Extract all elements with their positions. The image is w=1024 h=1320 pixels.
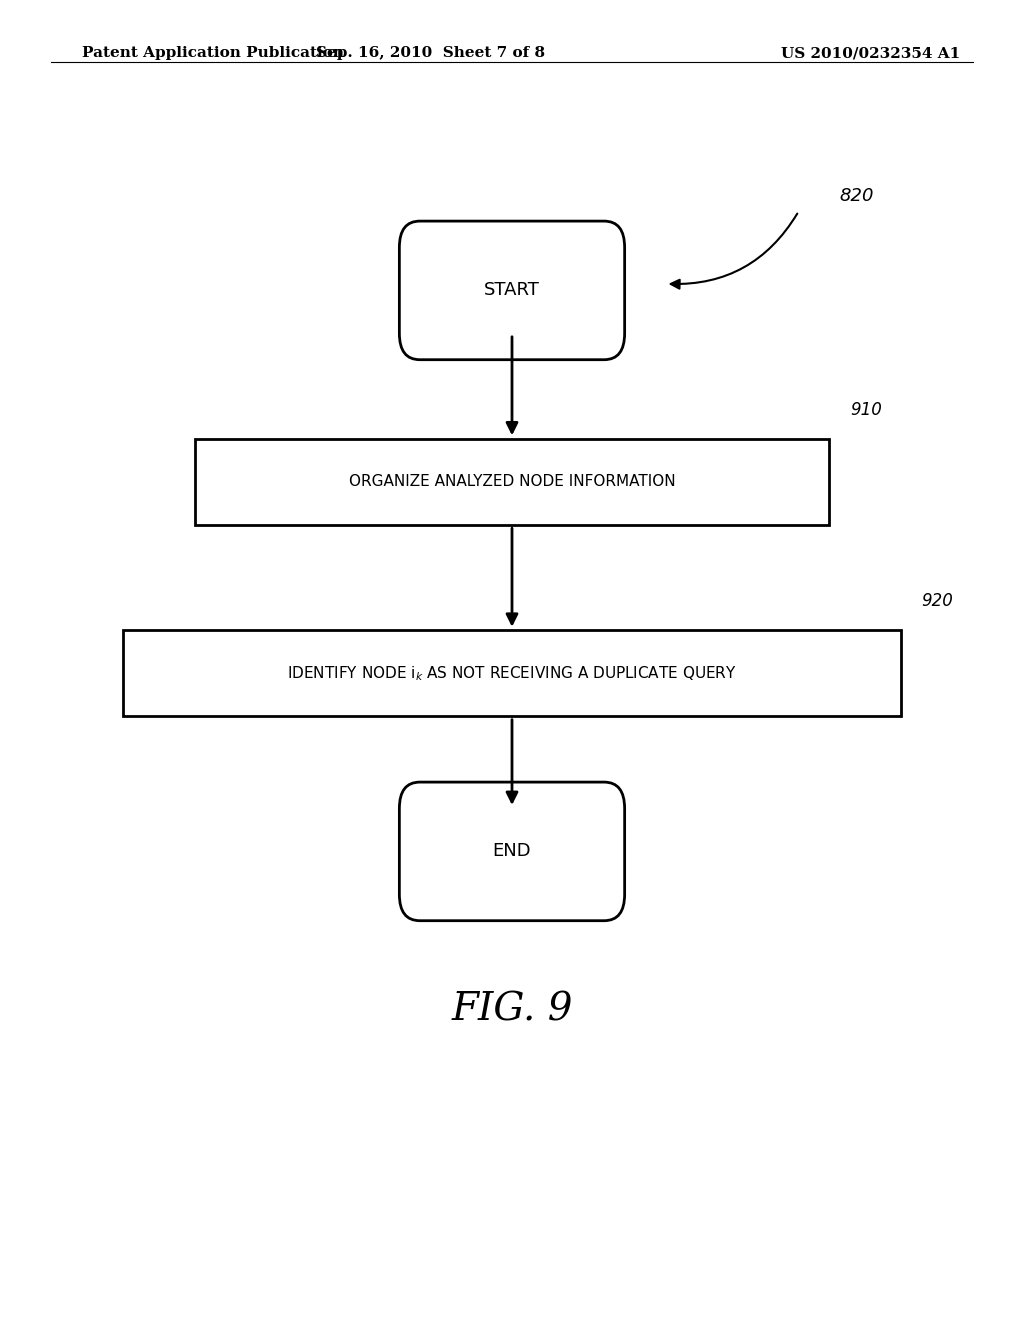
Text: 910: 910 xyxy=(850,401,882,420)
Text: END: END xyxy=(493,842,531,861)
Text: 820: 820 xyxy=(840,186,874,205)
Text: Patent Application Publication: Patent Application Publication xyxy=(82,46,344,61)
Text: US 2010/0232354 A1: US 2010/0232354 A1 xyxy=(780,46,961,61)
Text: START: START xyxy=(484,281,540,300)
Text: IDENTIFY NODE i$_k$ AS NOT RECEIVING A DUPLICATE QUERY: IDENTIFY NODE i$_k$ AS NOT RECEIVING A D… xyxy=(287,664,737,682)
FancyBboxPatch shape xyxy=(399,781,625,921)
Text: ORGANIZE ANALYZED NODE INFORMATION: ORGANIZE ANALYZED NODE INFORMATION xyxy=(349,474,675,490)
Text: Sep. 16, 2010  Sheet 7 of 8: Sep. 16, 2010 Sheet 7 of 8 xyxy=(315,46,545,61)
FancyBboxPatch shape xyxy=(399,220,625,359)
Text: FIG. 9: FIG. 9 xyxy=(452,991,572,1028)
Text: 920: 920 xyxy=(922,593,953,610)
FancyBboxPatch shape xyxy=(195,438,829,524)
FancyBboxPatch shape xyxy=(123,631,901,715)
